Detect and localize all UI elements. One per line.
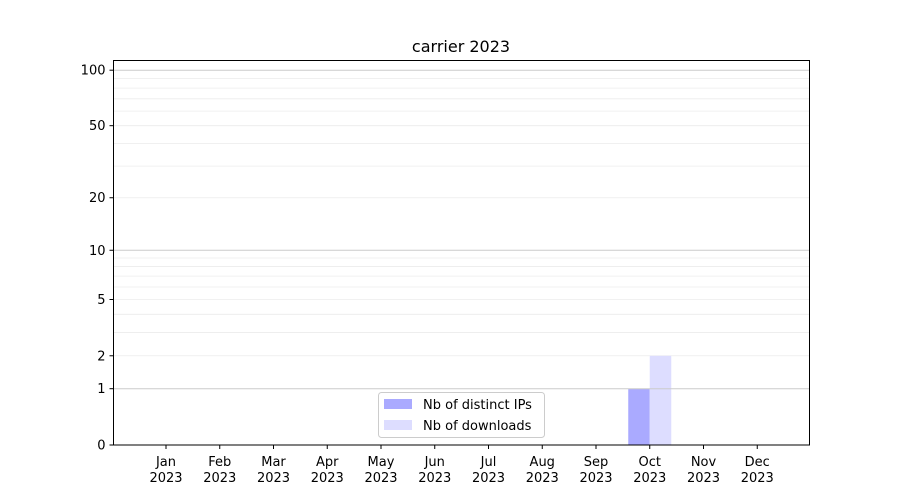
legend-label: Nb of distinct IPs (423, 398, 532, 413)
y-tick-label: 10 (89, 244, 106, 259)
y-tick-label: 0 (97, 439, 105, 454)
chart-title: carrier 2023 (412, 37, 510, 56)
x-tick-label: Aug 2023 (526, 455, 559, 486)
legend-box (378, 392, 545, 438)
x-tick-label: Oct 2023 (633, 455, 666, 486)
bar-nb-of-distinct-ips-9 (628, 388, 650, 445)
y-tick-label: 100 (81, 64, 106, 79)
x-tick-label: Apr 2023 (311, 455, 344, 486)
y-tick-label: 50 (89, 119, 106, 134)
legend: Nb of distinct IPs Nb of downloads (378, 392, 545, 438)
legend-label: Nb of downloads (423, 419, 532, 434)
y-tick-label: 2 (97, 349, 105, 364)
x-tick-label: Nov 2023 (687, 455, 720, 486)
legend-swatch (384, 420, 412, 430)
y-tick-label: 20 (89, 191, 106, 206)
x-tick-label: Jun 2023 (418, 455, 451, 486)
x-tick-label: Sep 2023 (579, 455, 612, 486)
y-tick-label: 5 (97, 293, 105, 308)
x-tick-label: Dec 2023 (741, 455, 774, 486)
x-tick-label: Feb 2023 (203, 455, 236, 486)
x-tick-label: Mar 2023 (257, 455, 290, 486)
y-tick-label: 1 (97, 382, 105, 397)
bar-nb-of-downloads-9 (649, 355, 672, 445)
plot-frame (113, 60, 810, 446)
x-tick-label: Jul 2023 (472, 455, 505, 486)
x-tick-label: May 2023 (364, 455, 397, 486)
x-tick-label: Jan 2023 (149, 455, 182, 486)
legend-swatch (384, 399, 412, 409)
